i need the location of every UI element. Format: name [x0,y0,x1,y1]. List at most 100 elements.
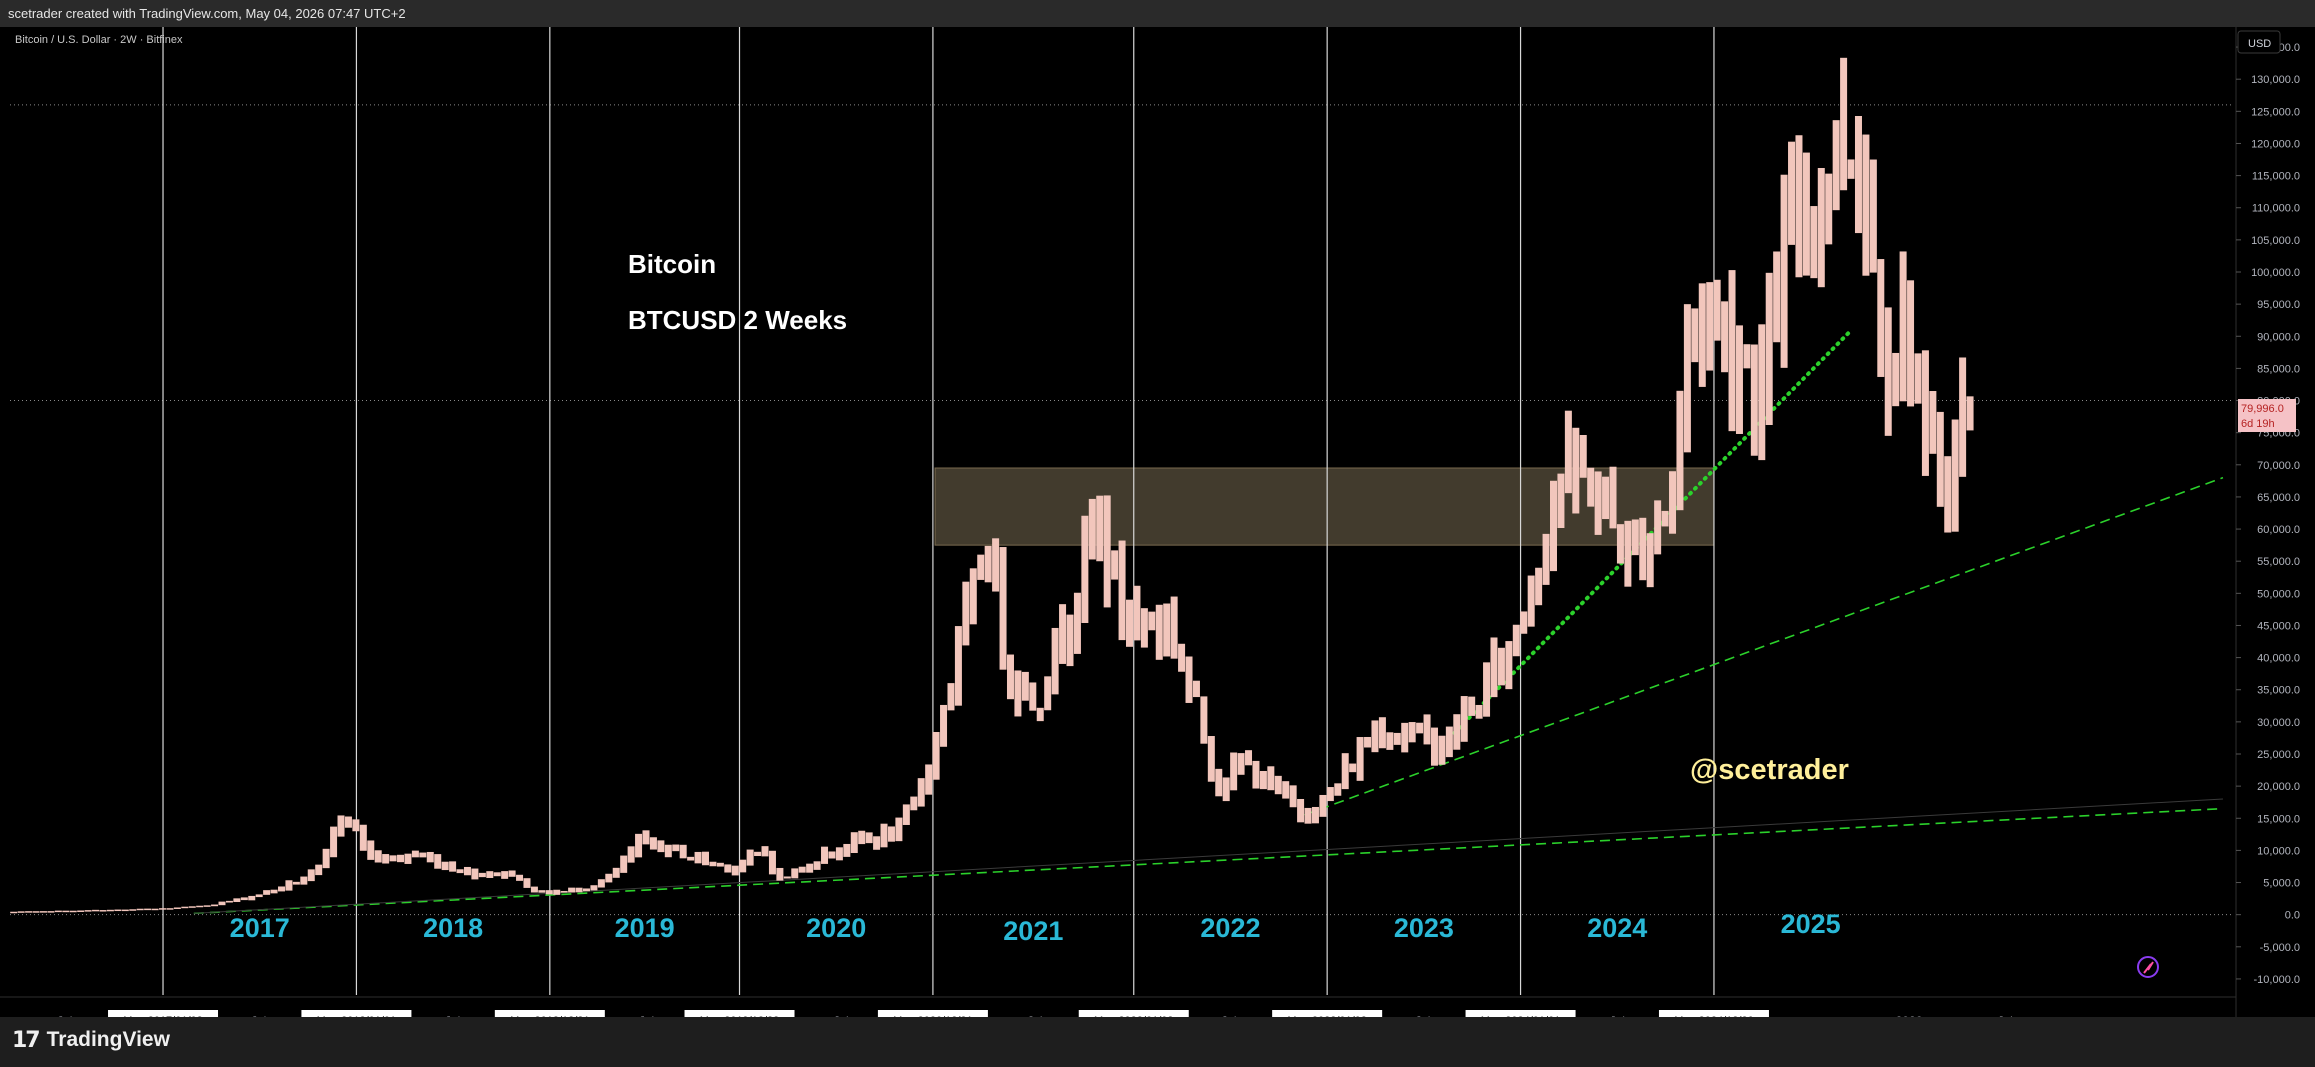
price-bar [1371,720,1379,753]
cycle-date-box [301,1010,412,1017]
price-bar [1728,270,1736,432]
cycle-date-box [1078,1010,1189,1017]
cycle-date-label: Mon 2024/12/30 [1658,1010,1769,1017]
price-bar [873,836,881,850]
price-bar [196,905,204,908]
price-bar [315,864,323,876]
cycle-date-box [684,1010,795,1017]
price-bar [1155,604,1163,660]
price-bar [702,851,710,866]
price-bar [17,911,25,913]
price-bar [1669,471,1677,534]
price-bar [270,889,278,894]
price-bar [1899,251,1907,402]
price-bar [932,732,940,780]
y-tick-label: 55,000.0 [2257,556,2300,568]
price-bar [1676,390,1684,511]
x-tick-label: Jul [1221,1014,1236,1017]
price-bar [1326,787,1334,802]
price-bar [300,876,308,885]
author-watermark: @scetrader [1690,754,1849,786]
price-bar [1378,717,1386,749]
price-bar [739,859,747,873]
price-bar [1758,324,1766,461]
y-tick-label: 85,000.0 [2257,363,2300,375]
replay-icon[interactable] [2137,956,2159,978]
price-bar [426,851,434,863]
price-bar [255,894,263,898]
price-bar [144,908,152,911]
tradingview-wordmark: TradingView [46,1028,170,1051]
price-bar [925,764,933,795]
price-bar [1029,682,1037,711]
price-bar [1475,704,1483,719]
cycle-date-text: Mon 2018/12/31 [510,1015,590,1017]
price-bar [1163,603,1171,657]
cycle-date-box [1272,1010,1383,1017]
cycle-date-label: Mon 2018/12/31 [494,1010,605,1017]
price-bar [917,778,925,807]
price-bar [1549,480,1557,572]
y-tick-label: -5,000.0 [2260,942,2300,954]
cycle-date-box [1658,1010,1769,1017]
price-bar [1631,519,1639,556]
price-bar [1386,732,1394,750]
price-bar [1111,550,1119,580]
price-bar [278,886,286,892]
price-bar [1460,696,1468,742]
price-bar [1245,750,1253,766]
price-bar [843,843,851,857]
cycle-date-label: Mon 2024/01/01 [1465,1010,1576,1017]
price-bar [1222,777,1230,802]
y-tick-label: 95,000.0 [2257,299,2300,311]
price-bar [1073,592,1081,654]
chart-subtitle: BTCUSD 2 Weeks [628,305,847,335]
y-tick-label: 60,000.0 [2257,524,2300,536]
price-bar [1393,732,1401,745]
price-bar [1527,575,1535,627]
price-bar [1921,350,1929,476]
price-bar [478,872,486,878]
price-bar [1862,134,1870,276]
cycle-date-label: Mon 2023/01/02 [1272,1010,1383,1017]
price-bar [411,850,419,858]
price-bar [1646,533,1654,588]
price-bar [508,870,516,877]
price-bar [1609,466,1617,529]
price-bar [1066,614,1074,667]
price-bar [1639,517,1647,581]
price-bar [1267,766,1275,791]
price-bar [560,890,568,893]
price-bar [1014,670,1022,717]
price-bar [240,897,248,901]
currency-label: USD [2248,38,2271,50]
price-bar [1408,722,1416,743]
price-bar [1297,798,1305,823]
x-tick-label: Jul [1610,1014,1625,1017]
trendline-dashed [193,807,2224,915]
price-bar [1817,167,1825,288]
price-bar [999,547,1007,670]
price-bar [1520,611,1528,634]
price-bar [1274,775,1282,795]
price-bar [1438,735,1446,765]
price-bar [382,854,390,864]
price-bar [1624,520,1632,587]
price-bar [1557,473,1565,528]
price-bar [1929,391,1937,454]
cycle-date-box [108,1010,219,1017]
year-label: 2017 [230,913,290,943]
chart-title: Bitcoin [628,249,716,279]
cycle-date-text: Mon 2019/12/23 [700,1015,780,1017]
currency-selector[interactable]: USD [2237,30,2281,54]
price-bar [1289,785,1297,808]
price-bar [642,830,650,845]
cycle-date-label: Mon 2019/12/23 [684,1010,795,1017]
tradingview-logo[interactable]: 17 TradingView [12,1025,170,1055]
price-bar [203,905,211,907]
cycle-date-text: Mon 2020/12/21 [893,1015,973,1017]
price-bar [1802,152,1810,276]
price-bar [1140,608,1148,648]
